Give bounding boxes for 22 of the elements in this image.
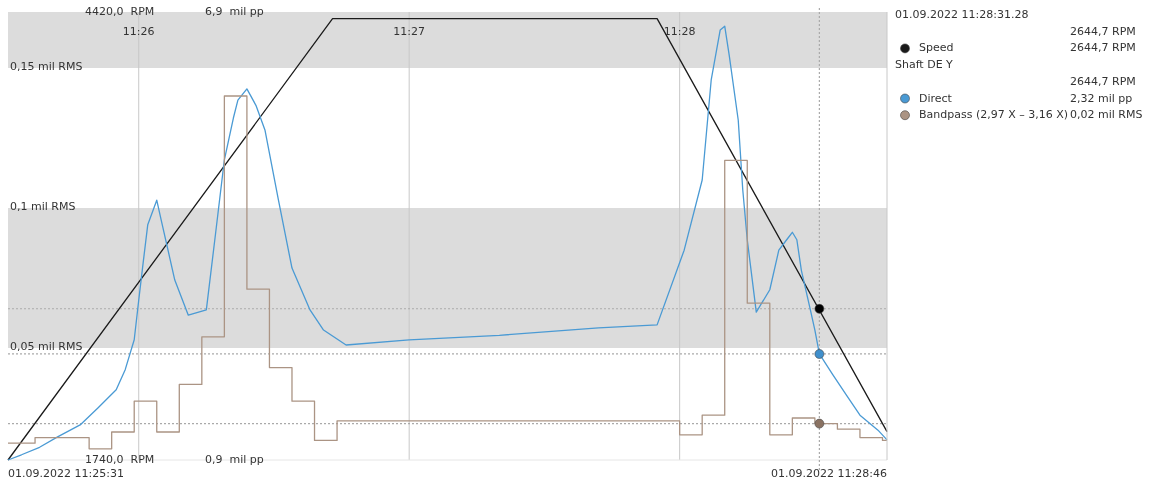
y-tick-label: 1740,0 RPM bbox=[85, 453, 155, 466]
x-tick-label: 11:28 bbox=[663, 25, 696, 38]
text: 01.09.2022 11:28:31.28 bbox=[895, 8, 1029, 21]
text: 2644,7 RPM bbox=[1070, 41, 1136, 55]
y3-tick-label: 0,05 mil RMS bbox=[10, 340, 83, 353]
legend-label: Bandpass (2,97 X – 3,16 X) bbox=[919, 108, 1069, 122]
text: Shaft DE Y bbox=[895, 58, 954, 72]
x-tick-label: 11:27 bbox=[393, 25, 426, 38]
x-tick-label: 11:26 bbox=[122, 25, 155, 38]
y2-tick-label: 6,9 mil pp bbox=[205, 5, 264, 18]
text: 01.09.2022 11:28:46 bbox=[771, 467, 887, 480]
text: 01.09.2022 11:25:31 bbox=[8, 467, 124, 480]
y2-tick-label: 0,9 mil pp bbox=[205, 453, 264, 466]
y3-tick-label: 0,1 mil RMS bbox=[10, 200, 76, 213]
legend-label: Speed bbox=[919, 41, 954, 55]
text: 0,02 mil RMS bbox=[1070, 108, 1143, 122]
text: 2644,7 RPM bbox=[1070, 24, 1136, 38]
text: 2644,7 RPM bbox=[1070, 74, 1136, 88]
y-tick-label: 4420,0 RPM bbox=[85, 5, 155, 18]
y3-tick-label: 0,15 mil RMS bbox=[10, 60, 83, 73]
text: 2,32 mil pp bbox=[1070, 91, 1133, 105]
legend-label: Direct bbox=[919, 91, 953, 105]
